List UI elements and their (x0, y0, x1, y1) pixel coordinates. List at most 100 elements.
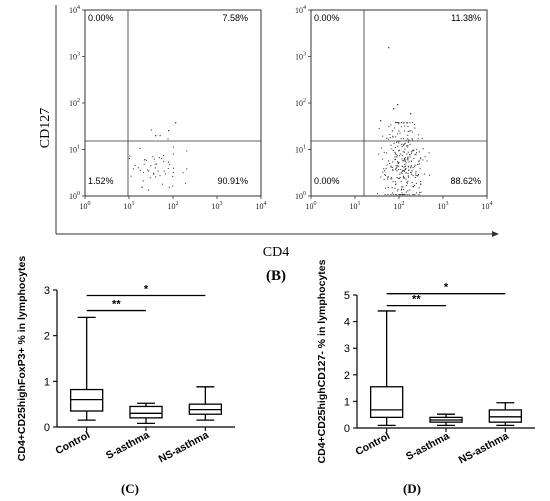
event-dot (385, 152, 387, 154)
event-dot (420, 184, 422, 186)
x-tick-label: 104 (482, 201, 493, 211)
event-dot (399, 140, 401, 142)
event-dot (156, 163, 158, 165)
event-dot (398, 161, 400, 163)
event-dot (405, 140, 407, 142)
event-dot (402, 194, 404, 196)
event-dot (142, 180, 144, 182)
event-dot (384, 194, 386, 196)
event-dot (381, 147, 383, 149)
event-dot (397, 145, 399, 147)
event-dot (411, 152, 413, 154)
event-dot (159, 135, 161, 137)
event-dot (393, 142, 395, 144)
event-dot (392, 181, 394, 183)
event-dot (388, 47, 390, 49)
event-dot (406, 181, 408, 183)
event-dot (378, 128, 380, 130)
event-dot (404, 125, 406, 127)
event-dot (414, 127, 416, 129)
event-dot (399, 173, 401, 175)
event-dot (159, 175, 161, 177)
event-dot (132, 168, 134, 170)
event-dot (415, 151, 417, 153)
event-dot (163, 170, 165, 172)
event-dot (407, 159, 409, 161)
y-axis-label: CD4+CD25highCD127- % in lymphocytes (316, 259, 328, 463)
event-dot (420, 183, 422, 185)
event-dot (389, 134, 391, 136)
box-ns-asthma (488, 402, 523, 426)
quadrant-bottom-right: 90.91% (217, 176, 248, 186)
event-dot (403, 177, 405, 179)
event-dot (396, 177, 398, 179)
quadrant-top-right: 11.38% (451, 13, 481, 23)
y-tick-label: 104 (69, 5, 80, 15)
event-dot (143, 172, 145, 174)
event-dot (401, 186, 403, 188)
event-dot (404, 168, 406, 170)
event-dot (403, 194, 405, 196)
event-dot (395, 158, 397, 160)
x-tick-label: 103 (438, 201, 449, 211)
event-dot (401, 192, 403, 194)
event-dot (384, 170, 386, 172)
flow-panel-label: (B) (266, 268, 286, 284)
event-dot (382, 171, 384, 173)
x-tick-label: Control (53, 429, 92, 457)
event-dot (394, 159, 396, 161)
event-dot (403, 167, 405, 169)
event-dot (154, 163, 156, 165)
event-dot (398, 165, 400, 167)
event-dot (391, 177, 393, 179)
y-tick-label: 4 (344, 317, 350, 329)
event-dot (381, 158, 383, 160)
event-dot (402, 176, 404, 178)
event-dot (172, 146, 174, 148)
event-dot (397, 122, 399, 124)
event-dot (410, 165, 412, 167)
event-dot (414, 194, 416, 196)
flow-x-label: CD4 (263, 245, 289, 260)
event-dot (419, 163, 421, 165)
event-dot (407, 180, 409, 182)
event-dot (408, 169, 410, 171)
event-dot (405, 168, 407, 170)
box-iqr (69, 388, 104, 412)
event-dot (186, 168, 188, 170)
event-dot (408, 140, 410, 142)
box-s-asthma (429, 413, 463, 426)
event-dot (395, 183, 397, 185)
event-dot (161, 158, 163, 160)
event-dot (409, 189, 411, 191)
event-dot (402, 138, 404, 140)
event-dot (419, 168, 421, 170)
event-dot (150, 129, 152, 131)
event-dot (416, 148, 418, 150)
event-dot (400, 172, 402, 174)
event-dot (384, 174, 386, 176)
event-dot (395, 153, 397, 155)
event-dot (394, 181, 396, 183)
event-dot (418, 134, 420, 136)
event-dot (413, 158, 415, 160)
event-dot (415, 192, 417, 194)
event-dot (418, 161, 420, 163)
event-dot (412, 194, 414, 196)
flow-x-arrow-icon (492, 231, 499, 237)
flow-plot-2: 0.00% 11.38% 0.00% 88.62% 100 101 102 103 10… (295, 5, 493, 211)
event-dot (395, 184, 397, 186)
event-dot (394, 122, 396, 124)
event-dot (403, 188, 405, 190)
box-iqr (129, 405, 163, 419)
event-dot (424, 156, 426, 158)
event-dot (391, 148, 393, 150)
y-tick-label: 100 (295, 191, 306, 201)
event-dot (402, 165, 404, 167)
event-dot (404, 148, 406, 150)
event-dot (395, 141, 397, 143)
event-dot (391, 177, 393, 179)
event-dot (400, 153, 402, 155)
event-dot (408, 130, 410, 132)
event-dot (411, 149, 413, 151)
